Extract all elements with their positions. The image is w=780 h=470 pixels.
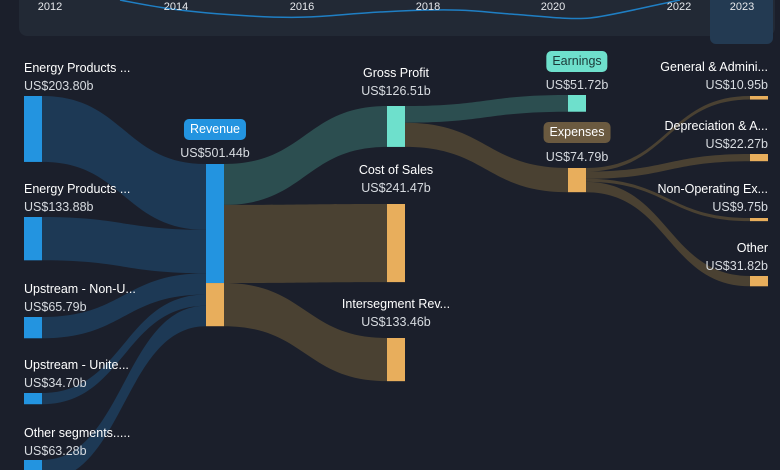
label-gp: Gross Profit (363, 66, 429, 80)
label-earn: Earnings (546, 51, 608, 72)
node-dep[interactable] (750, 154, 768, 162)
value-oth: US$63.28b (24, 444, 87, 458)
node-rev[interactable] (206, 164, 224, 284)
value-up1: US$65.79b (24, 300, 87, 314)
node-oth[interactable] (24, 460, 42, 470)
label-ga: General & Admini... (660, 60, 768, 74)
timeline-trend-line (119, 0, 681, 20)
node-ep1[interactable] (24, 96, 42, 162)
node-cos[interactable] (387, 204, 405, 283)
year-2022[interactable]: 2022 (666, 1, 692, 13)
link-exp-dep[interactable] (586, 154, 750, 179)
link-gp-earn[interactable] (405, 95, 568, 123)
label-oth: Other segments..... (24, 426, 131, 440)
link-gp-exp[interactable] (405, 122, 568, 193)
value-up2: US$34.70b (24, 376, 87, 390)
year-2020[interactable]: 2020 (540, 1, 566, 13)
node-earn[interactable] (568, 95, 586, 112)
node-nonop[interactable] (750, 218, 768, 222)
label-up1: Upstream - Non-U... (24, 282, 136, 296)
label-up2: Upstream - Unite... (24, 358, 129, 372)
link-rev-gp[interactable] (224, 106, 387, 205)
value-ga: US$10.95b (705, 78, 768, 92)
link-rev-cos[interactable] (224, 204, 387, 284)
selected-year-highlight[interactable] (710, 0, 773, 44)
value-cos: US$241.47b (361, 181, 431, 195)
value-gp: US$126.51b (361, 84, 431, 98)
link-exp-ga[interactable] (586, 96, 750, 172)
label-rev: Revenue (183, 119, 247, 140)
label-cos: Cost of Sales (358, 163, 434, 177)
link-rev-isr[interactable] (224, 283, 387, 382)
year-2016[interactable]: 2016 (289, 1, 315, 13)
node-gp[interactable] (387, 106, 405, 147)
node-ga[interactable] (750, 96, 768, 100)
label-ep2: Energy Products ... (24, 182, 131, 196)
value-other: US$31.82b (705, 259, 768, 273)
node-up1[interactable] (24, 317, 42, 339)
year-2023[interactable]: 2023 (729, 1, 755, 13)
value-ep1: US$203.80b (24, 79, 94, 93)
label-ep1: Energy Products ... (24, 61, 131, 75)
year-2012[interactable]: 2012 (37, 1, 63, 13)
value-rev: US$501.44b (180, 146, 250, 160)
label-exp: Expenses (543, 122, 611, 143)
value-isr: US$133.46b (361, 315, 431, 329)
year-2018[interactable]: 2018 (415, 1, 441, 13)
link-up2-rev[interactable] (42, 294, 206, 405)
value-earn: US$51.72b (545, 78, 609, 92)
value-exp: US$74.79b (545, 150, 609, 164)
label-isr: Intersegment Rev... (341, 297, 451, 311)
link-oth-rev[interactable] (42, 305, 206, 470)
link-ep2-rev[interactable] (42, 217, 206, 274)
node-rev-intersegment[interactable] (206, 283, 224, 327)
link-ep1-rev[interactable] (42, 96, 206, 230)
value-ep2: US$133.88b (24, 200, 94, 214)
value-dep: US$22.27b (705, 137, 768, 151)
year-2014[interactable]: 2014 (163, 1, 189, 13)
label-dep: Depreciation & A... (664, 119, 768, 133)
node-isr[interactable] (387, 338, 405, 382)
trend-line (119, 0, 681, 20)
node-other[interactable] (750, 276, 768, 287)
value-nonop: US$9.75b (712, 200, 768, 214)
label-nonop: Non-Operating Ex... (657, 182, 768, 196)
link-up1-rev[interactable] (42, 273, 206, 339)
link-exp-other[interactable] (586, 181, 750, 287)
node-ep2[interactable] (24, 217, 42, 261)
node-exp[interactable] (568, 168, 586, 193)
node-up2[interactable] (24, 393, 42, 405)
label-other: Other (736, 241, 768, 255)
link-exp-nonop[interactable] (586, 178, 750, 222)
